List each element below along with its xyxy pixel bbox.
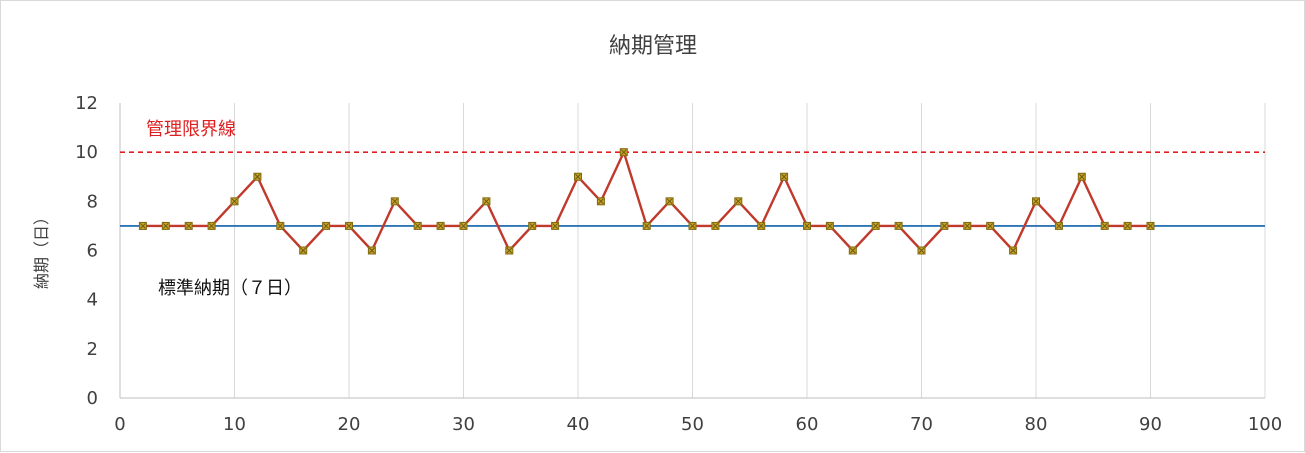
data-point-cross xyxy=(231,198,238,205)
data-point-cross xyxy=(1078,173,1085,180)
tick-labels: 0 10 20 30 40 50 60 70 80 90 100 0 2 4 6 8 10 12 xyxy=(75,93,1282,435)
data-point-cross xyxy=(414,223,421,229)
data-point-cross xyxy=(369,247,375,254)
y-tick-label: 4 xyxy=(87,290,98,311)
data-point-cross xyxy=(254,173,261,180)
x-tick-label: 10 xyxy=(223,414,246,435)
grid-lines xyxy=(234,103,1266,398)
y-tick-label: 10 xyxy=(75,142,98,163)
data-series xyxy=(138,148,1155,255)
data-point-cross xyxy=(1056,223,1062,229)
data-point-cross xyxy=(1124,223,1131,229)
data-point-cross xyxy=(1147,223,1154,229)
standard-lead-time-label: 標準納期（７日） xyxy=(158,278,302,299)
data-point-cross xyxy=(575,173,581,180)
y-tick-label: 0 xyxy=(87,388,98,409)
data-point-cross xyxy=(964,223,971,229)
data-point-cross xyxy=(987,223,994,229)
x-tick-label: 60 xyxy=(796,414,819,435)
data-point-cross xyxy=(758,223,765,229)
data-point-cross xyxy=(323,223,329,229)
x-tick-label: 0 xyxy=(114,414,125,435)
data-point-cross xyxy=(460,223,467,229)
data-point-cross xyxy=(277,223,284,229)
data-point-cross xyxy=(712,223,719,229)
x-tick-label: 40 xyxy=(567,414,590,435)
data-point-cross xyxy=(185,223,192,229)
data-point-cross xyxy=(918,247,925,254)
data-point-cross xyxy=(1033,198,1039,205)
x-tick-label: 20 xyxy=(338,414,361,435)
control-limit-label: 管理限界線 xyxy=(146,119,236,140)
data-point-cross xyxy=(849,247,856,254)
series-line xyxy=(142,150,1151,252)
data-point-cross xyxy=(529,223,536,229)
x-tick-label: 50 xyxy=(681,414,704,435)
data-point-cross xyxy=(552,223,558,229)
x-tick-label: 100 xyxy=(1248,414,1282,435)
data-point-cross xyxy=(1101,223,1108,229)
data-point-cross xyxy=(735,198,742,205)
y-tick-label: 6 xyxy=(87,241,98,262)
data-point-cross xyxy=(437,223,444,229)
data-point-cross xyxy=(598,198,604,205)
data-point-cross xyxy=(346,223,352,229)
y-tick-label: 12 xyxy=(75,93,98,114)
data-point-cross xyxy=(781,173,787,180)
y-tick-label: 8 xyxy=(87,191,98,212)
data-point-cross xyxy=(391,198,398,205)
data-point-cross xyxy=(483,198,490,205)
x-tick-label: 80 xyxy=(1025,414,1048,435)
data-point-cross xyxy=(208,223,215,229)
data-point-cross xyxy=(506,247,513,254)
data-point-cross xyxy=(827,223,833,229)
data-point-cross xyxy=(804,223,810,229)
x-tick-label: 70 xyxy=(910,414,933,435)
data-point-cross xyxy=(689,223,696,229)
chart-title: 納期管理 xyxy=(609,34,697,59)
data-point-cross xyxy=(140,223,146,229)
data-point-cross xyxy=(620,149,627,156)
data-point-cross xyxy=(895,223,902,229)
data-point-cross xyxy=(941,223,948,229)
data-point-cross xyxy=(666,198,673,205)
x-tick-label: 30 xyxy=(452,414,475,435)
data-point-cross xyxy=(162,223,169,229)
data-point-cross xyxy=(300,247,307,254)
y-axis-label: 納期（日） xyxy=(32,209,51,289)
x-tick-label: 90 xyxy=(1139,414,1162,435)
data-point-cross xyxy=(872,223,879,229)
data-point-cross xyxy=(643,223,650,229)
y-tick-label: 2 xyxy=(87,339,98,360)
data-point-cross xyxy=(1010,247,1016,254)
